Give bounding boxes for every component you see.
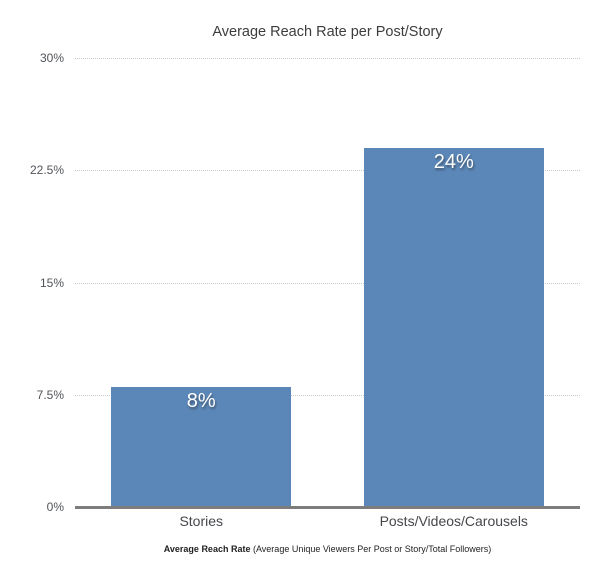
y-axis-tick-label: 30% bbox=[39, 51, 64, 65]
chart-footnote: Average Reach Rate (Average Unique Viewe… bbox=[75, 544, 580, 554]
gridline-30 bbox=[75, 58, 580, 59]
gridline-22.5 bbox=[75, 170, 580, 172]
y-axis-tick-label: 7.5% bbox=[36, 387, 64, 402]
y-axis-tick-label: 22.5% bbox=[29, 163, 64, 178]
y-axis-tick-label: 15% bbox=[39, 275, 64, 290]
footnote-description: (Average Unique Viewers Per Post or Stor… bbox=[250, 544, 492, 554]
x-axis-category-label: Stories bbox=[179, 513, 224, 529]
y-axis-tick-label: 0% bbox=[46, 500, 64, 514]
gridline-7.5 bbox=[75, 394, 580, 396]
bar-posts-videos-carousels bbox=[363, 147, 544, 507]
gridline-15 bbox=[75, 282, 580, 284]
bar-value-label: 8% bbox=[186, 390, 216, 413]
chart-title: Average Reach Rate per Post/Story bbox=[212, 24, 443, 40]
bar-stories bbox=[111, 387, 292, 507]
x-axis-category-label: Posts/Videos/Carousels bbox=[379, 513, 528, 529]
bar-value-label: 24% bbox=[433, 150, 474, 173]
footnote-bold-label: Average Reach Rate bbox=[163, 544, 251, 554]
x-axis-baseline bbox=[75, 505, 580, 509]
